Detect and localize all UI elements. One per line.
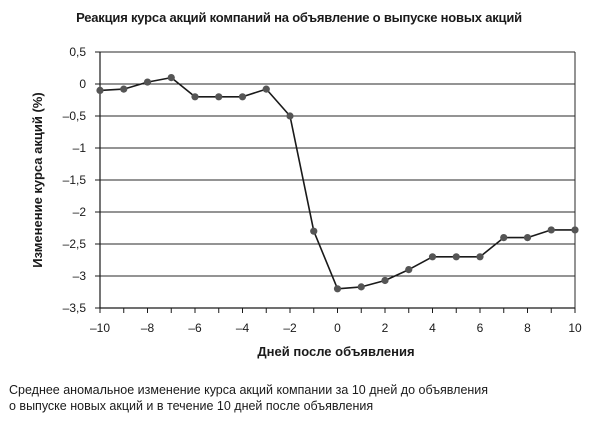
x-tick-label: –4: [236, 321, 250, 335]
x-tick-label: –8: [141, 321, 155, 335]
y-tick-label: –1,5: [63, 173, 87, 187]
data-point: [428, 253, 437, 261]
data-point: [571, 226, 579, 234]
line-chart: 0,5 0 –0,5 –1 –1,5 –2 –2,5 –3 –3,5 –10 –8 –6 –4 –2 0 2…: [30, 45, 582, 359]
caption-line-2: о выпуске новых акций и в течение 10 дне…: [9, 399, 374, 413]
data-point: [286, 112, 294, 120]
figure-caption: Среднее аномальное изменение курса акций…: [9, 382, 589, 414]
x-tick-label: 0: [334, 321, 341, 335]
data-point: [476, 253, 484, 261]
y-tick-label: 0,5: [69, 45, 86, 59]
y-tick-label: –3: [73, 269, 87, 283]
x-tick-label: 10: [568, 321, 582, 335]
y-tick-label: 0: [79, 77, 86, 91]
chart-title: Реакция курса акций компаний на объявлен…: [76, 10, 522, 25]
x-tick-labels: –10 –8 –6 –4 –2 0 2 4 6 8 10: [90, 321, 582, 335]
data-point: [452, 253, 460, 261]
data-point: [523, 234, 532, 242]
data-point: [143, 78, 152, 86]
y-tick-label: –1: [73, 141, 87, 155]
x-tick-label: –10: [90, 321, 110, 335]
x-tick-label: 8: [524, 321, 531, 335]
data-point: [238, 93, 247, 101]
data-points: [96, 74, 579, 293]
data-point: [310, 227, 318, 235]
x-tick-label: 2: [382, 321, 389, 335]
y-tick-label: –2: [73, 205, 87, 219]
data-point: [357, 283, 365, 291]
y-tick-labels: 0,5 0 –0,5 –1 –1,5 –2 –2,5 –3 –3,5: [63, 45, 87, 315]
y-tick-label: –0,5: [63, 109, 87, 123]
series-line-path: [99, 76, 575, 290]
x-tick-label: 6: [477, 321, 484, 335]
x-tick-label: –2: [283, 321, 297, 335]
data-point: [120, 85, 128, 93]
data-point: [191, 93, 199, 101]
data-point: [547, 226, 555, 234]
grid-lines: [100, 51, 575, 309]
data-point: [381, 276, 389, 285]
y-tick-label: –3,5: [63, 301, 87, 315]
y-tick-label: –2,5: [63, 237, 87, 251]
series-line: [99, 76, 575, 290]
data-point: [500, 234, 508, 242]
caption-line-1: Среднее аномальное изменение курса акций…: [9, 383, 489, 397]
x-tick-label: 4: [429, 321, 436, 335]
data-point: [167, 74, 175, 82]
data-point: [96, 86, 104, 94]
x-axis-label: Дней после объявления: [257, 344, 414, 359]
data-point: [405, 266, 413, 274]
data-point: [333, 285, 342, 293]
y-axis-label: Изменение курса акций (%): [30, 92, 45, 267]
axes: [95, 51, 576, 313]
data-point: [215, 93, 223, 101]
x-tick-label: –6: [188, 321, 202, 335]
data-point: [262, 85, 270, 93]
